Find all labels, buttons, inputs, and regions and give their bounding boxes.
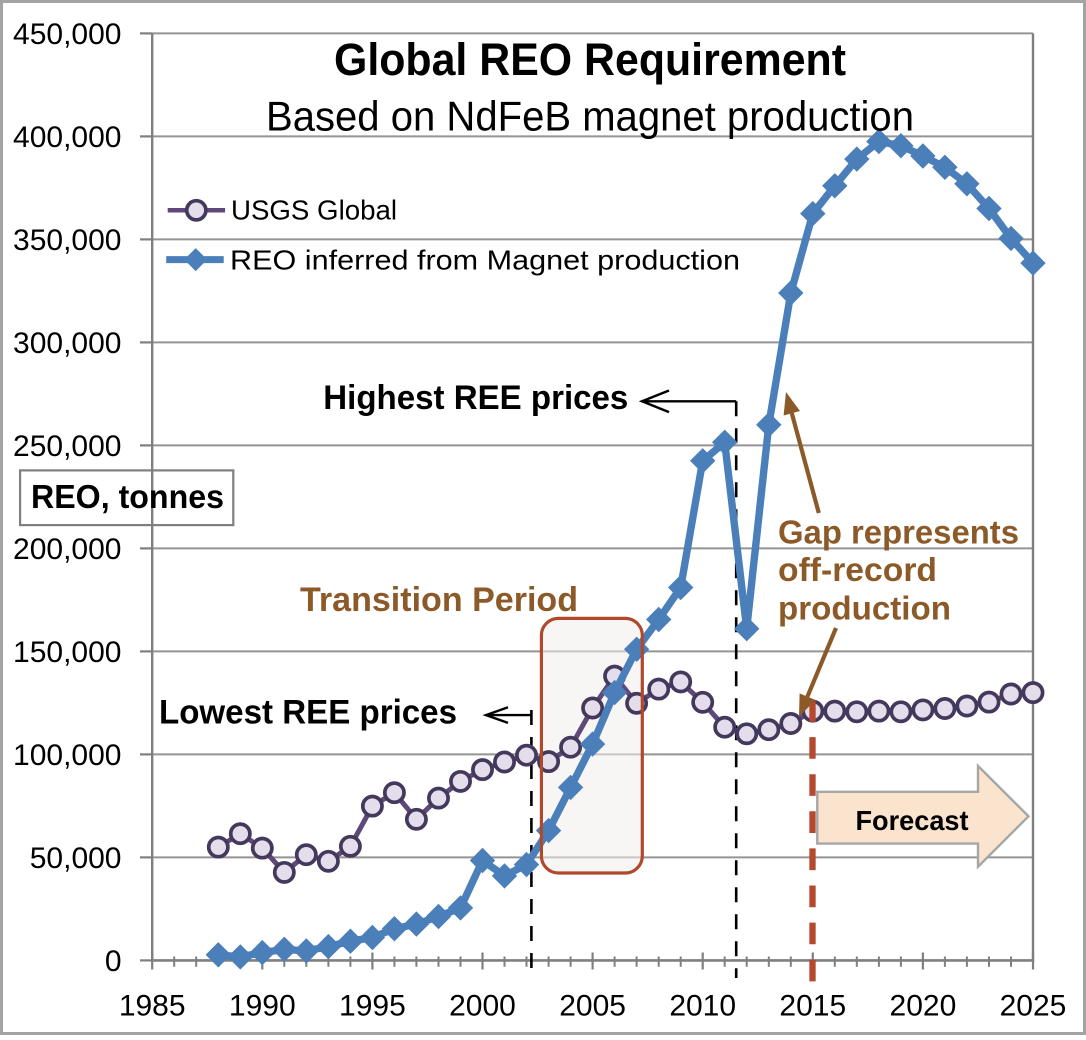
svg-text:off-record: off-record	[778, 551, 937, 588]
svg-text:350,000: 350,000	[13, 224, 121, 257]
svg-text:200,000: 200,000	[13, 533, 121, 566]
svg-text:400,000: 400,000	[13, 121, 121, 154]
svg-text:1995: 1995	[339, 989, 406, 1022]
svg-text:Transition Period: Transition Period	[300, 581, 578, 619]
svg-text:Lowest REE prices: Lowest REE prices	[159, 694, 457, 732]
svg-text:1990: 1990	[229, 989, 296, 1022]
svg-text:Highest REE prices: Highest REE prices	[323, 379, 628, 417]
svg-text:100,000: 100,000	[13, 739, 121, 772]
svg-text:production: production	[778, 590, 951, 627]
svg-text:REO, tonnes: REO, tonnes	[31, 478, 224, 515]
svg-text:2010: 2010	[669, 989, 736, 1022]
svg-text:2000: 2000	[449, 989, 516, 1022]
svg-text:1985: 1985	[119, 989, 186, 1022]
svg-text:300,000: 300,000	[13, 327, 121, 360]
svg-text:Forecast: Forecast	[856, 805, 969, 836]
svg-text:250,000: 250,000	[13, 430, 121, 463]
svg-text:2015: 2015	[779, 989, 846, 1022]
svg-text:2025: 2025	[1000, 989, 1067, 1022]
svg-text:Based on NdFeB magnet producti: Based on NdFeB magnet production	[266, 93, 914, 140]
svg-text:USGS Global: USGS Global	[231, 195, 397, 226]
svg-text:2005: 2005	[559, 989, 626, 1022]
svg-text:Gap represents: Gap represents	[778, 514, 1019, 551]
svg-text:REO inferred from Magnet produ: REO inferred from Magnet production	[230, 245, 740, 276]
svg-text:450,000: 450,000	[13, 18, 121, 51]
svg-text:Global REO Requirement: Global REO Requirement	[334, 34, 846, 85]
svg-text:50,000: 50,000	[30, 842, 122, 875]
svg-text:0: 0	[105, 945, 122, 978]
svg-text:2020: 2020	[890, 989, 957, 1022]
svg-text:150,000: 150,000	[13, 636, 121, 669]
